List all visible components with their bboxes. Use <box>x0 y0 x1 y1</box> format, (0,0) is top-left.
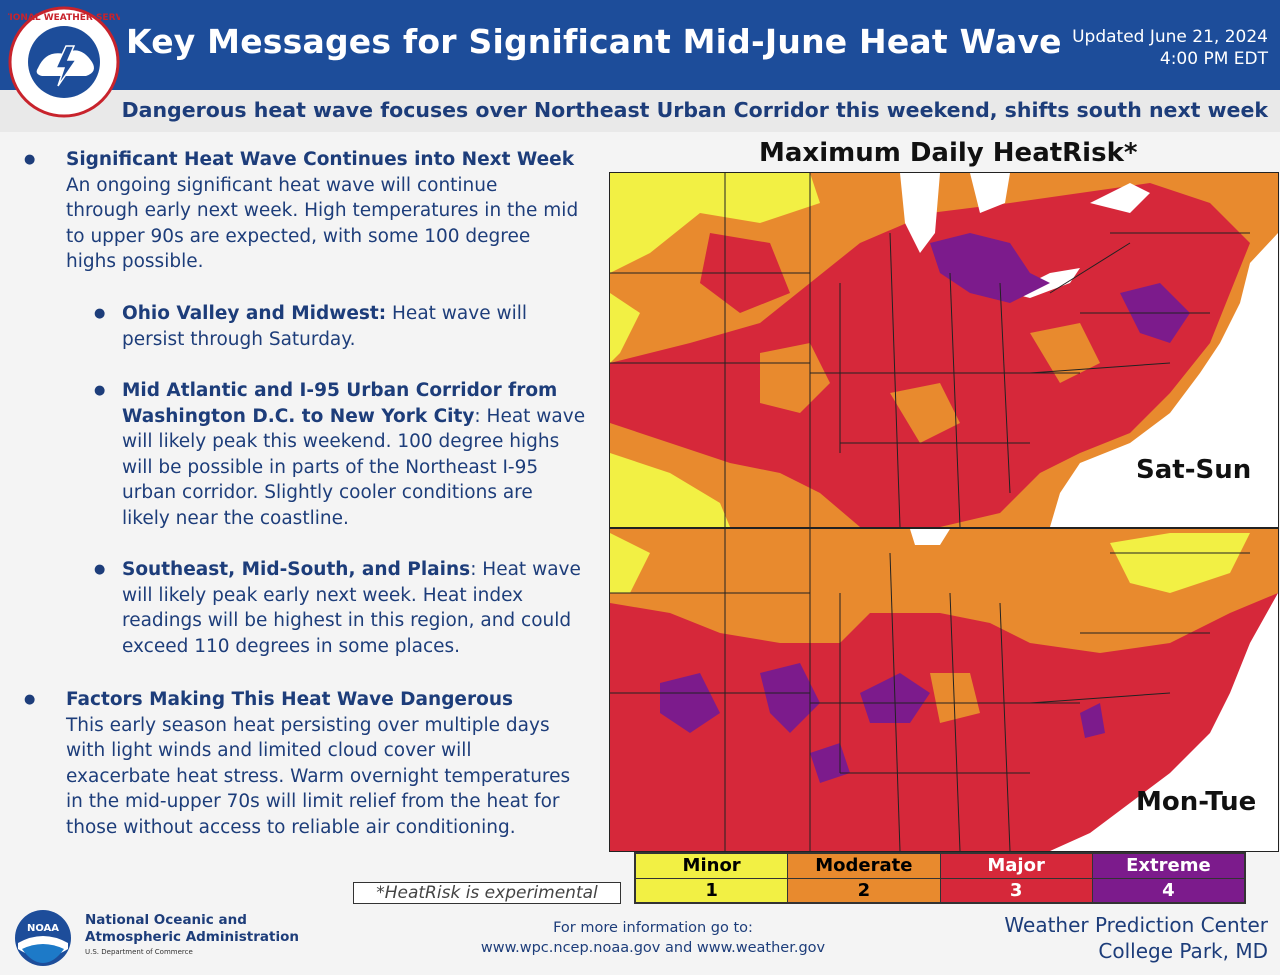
message-line: with light winds and limited cloud cover… <box>66 740 472 762</box>
message-line: exacerbate heat stress. Warm overnight t… <box>66 765 571 787</box>
page-subtitle: Dangerous heat wave focuses over Northea… <box>121 98 1268 122</box>
message-line: through early next week. High temperatur… <box>66 200 579 222</box>
legend-level: 4 <box>1162 879 1175 901</box>
legend-major: Major 3 <box>940 854 1093 902</box>
message-line: highs possible. <box>66 251 204 273</box>
updated-time: 4:00 PM EDT <box>1159 49 1268 69</box>
message-ohio-valley: Ohio Valley and Midwest: Heat wave will … <box>122 301 602 352</box>
message-line: : Heat wave <box>474 405 586 427</box>
bullet-icon: ● <box>24 152 36 167</box>
logo-text: NATIONAL WEATHER SERVICE <box>8 13 120 23</box>
legend-label: Extreme <box>1092 854 1244 879</box>
header-bar <box>0 0 1280 90</box>
message-line: readings will be highest in this region,… <box>122 610 572 632</box>
bullet-icon: ● <box>24 692 36 707</box>
noaa-name-line: National Oceanic and <box>85 912 247 928</box>
message-line: those without access to reliable air con… <box>66 816 516 838</box>
experimental-note: *HeatRisk is experimental <box>353 882 621 904</box>
message-line: to upper 90s are expected, with some 100… <box>66 225 531 247</box>
message-factors: Factors Making This Heat Wave Dangerous … <box>66 687 606 841</box>
more-info: For more information go to: www.wpc.ncep… <box>440 918 866 958</box>
noaa-logo-icon: NOAA <box>15 910 71 966</box>
noaa-name: National Oceanic and Atmospheric Adminis… <box>85 912 299 946</box>
noaa-department: U.S. Department of Commerce <box>85 948 193 956</box>
updated-timestamp: Updated June 21, 2024 4:00 PM EDT <box>1072 26 1268 70</box>
message-southeast: Southeast, Mid-South, and Plains: Heat w… <box>122 557 602 659</box>
nws-logo-icon: NATIONAL WEATHER SERVICE <box>8 6 120 118</box>
message-heading: Mid Atlantic and I-95 Urban Corridor fro… <box>122 380 558 401</box>
message-line: likely near the coastline. <box>122 507 349 529</box>
message-heading: Southeast, Mid-South, and Plains <box>122 559 471 580</box>
legend-label: Moderate <box>788 854 940 879</box>
noaa-badge-text: NOAA <box>27 923 59 934</box>
map-panel-mon-tue <box>610 529 1278 851</box>
message-line: will likely peak this weekend. 100 degre… <box>122 431 560 453</box>
message-heading: Washington D.C. to New York City <box>122 405 475 427</box>
heatrisk-map-graphic <box>610 173 1278 851</box>
message-line: in the mid-upper 70s will limit relief f… <box>66 791 560 813</box>
message-heat-wave-continues: Significant Heat Wave Continues into Nex… <box>66 147 606 275</box>
map-label-mon-tue: Mon-Tue <box>1136 787 1257 817</box>
message-line: will likely peak early next week. Heat i… <box>122 584 524 606</box>
legend-label: Minor <box>636 854 788 879</box>
message-line: This early season heat persisting over m… <box>66 714 550 736</box>
heatrisk-legend: Minor 1 Moderate 2 Major 3 Extreme 4 <box>634 852 1246 904</box>
bullet-icon: ● <box>94 383 106 398</box>
heatrisk-maps: Sat-Sun Mon-Tue <box>609 172 1279 852</box>
message-line: : Heat wave <box>470 559 581 580</box>
page-title: Key Messages for Significant Mid-June He… <box>126 22 1062 61</box>
message-heading: Factors Making This Heat Wave Dangerous <box>66 689 513 710</box>
legend-extreme: Extreme 4 <box>1092 854 1244 902</box>
message-heading: Significant Heat Wave Continues into Nex… <box>66 149 574 170</box>
footer-bar <box>0 906 1280 975</box>
legend-level: 2 <box>857 879 871 901</box>
legend-level: 1 <box>705 879 718 901</box>
message-line: exceed 110 degrees in some places. <box>122 635 461 657</box>
subheader-bar <box>0 90 1280 132</box>
legend-level: 3 <box>1009 879 1023 901</box>
message-line: An ongoing significant heat wave will co… <box>66 174 498 196</box>
message-line: Heat wave will <box>386 303 528 324</box>
message-mid-atlantic: Mid Atlantic and I-95 Urban Corridor fro… <box>122 378 602 532</box>
message-heading: Ohio Valley and Midwest: <box>122 303 387 324</box>
noaa-name-line: Atmospheric Administration <box>85 929 299 945</box>
map-panel-sat-sun <box>610 173 1278 527</box>
legend-minor: Minor 1 <box>636 854 789 902</box>
wpc-location: College Park, MD <box>1098 939 1268 963</box>
map-title: Maximum Daily HeatRisk* <box>759 138 1138 168</box>
more-info-label: For more information go to: <box>553 920 753 936</box>
wpc-credit: Weather Prediction Center College Park, … <box>1004 912 1268 964</box>
wpc-name: Weather Prediction Center <box>1004 913 1268 937</box>
message-line: will be possible in parts of the Northea… <box>122 456 539 478</box>
legend-label: Major <box>940 854 1092 879</box>
map-label-sat-sun: Sat-Sun <box>1136 455 1252 485</box>
updated-date: Updated June 21, 2024 <box>1072 27 1268 47</box>
more-info-links[interactable]: www.wpc.ncep.noaa.gov and www.weather.go… <box>480 940 826 956</box>
legend-moderate: Moderate 2 <box>788 854 941 902</box>
bullet-icon: ● <box>94 562 106 577</box>
message-line: urban corridor. Slightly cooler conditio… <box>122 482 533 504</box>
message-line: persist through Saturday. <box>122 328 356 350</box>
bullet-icon: ● <box>94 306 106 321</box>
